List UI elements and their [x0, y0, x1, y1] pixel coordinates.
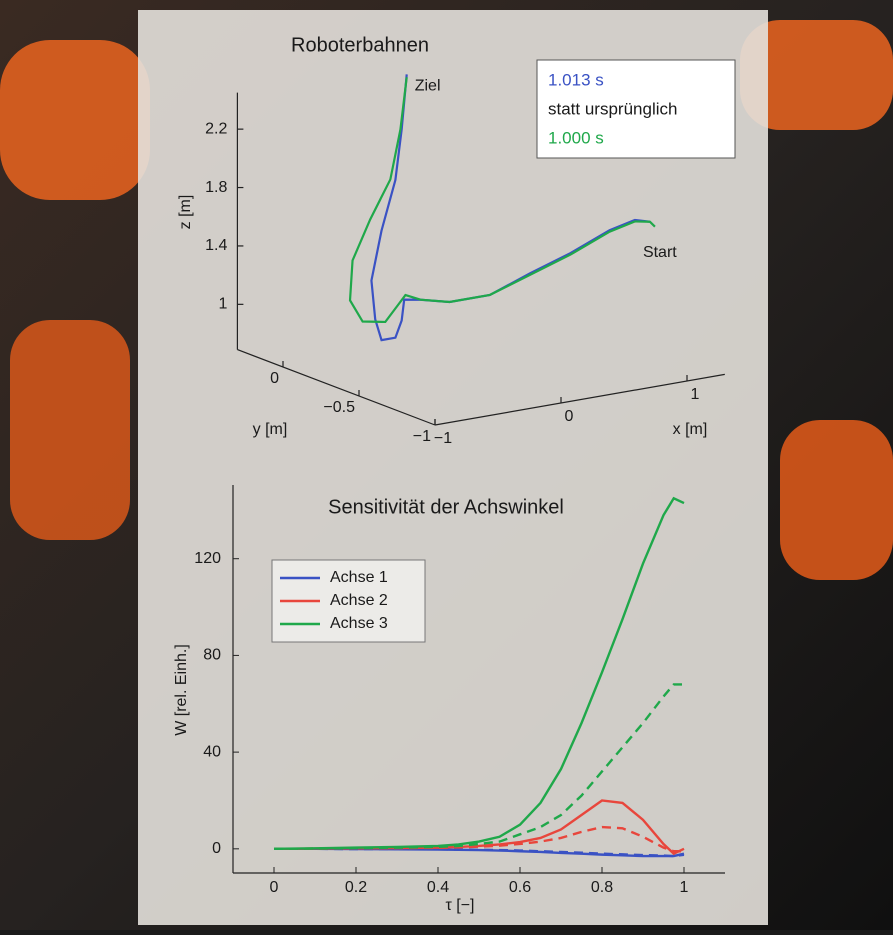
y-tick-label: 0: [212, 840, 221, 857]
y-tick-label: −1: [413, 428, 431, 445]
x-tick-label: 0.4: [427, 879, 449, 896]
x-tick-label: 0: [270, 879, 279, 896]
legend-label: 1.013 s: [548, 70, 604, 89]
robot-arm: [0, 40, 150, 200]
annotation: Ziel: [415, 78, 441, 95]
robot-arm: [780, 420, 893, 580]
figure: Roboterbahnen z [m] y [m] x [m] statt ur…: [0, 0, 893, 930]
page: {"chart_data": [ {"type": "line3d", "tit…: [0, 0, 893, 930]
z-tick-label: 1.8: [205, 179, 227, 196]
legend-label: Achse 2: [330, 592, 388, 609]
legend-label: Achse 1: [330, 569, 388, 586]
x-tick-label: 1: [680, 879, 689, 896]
legend-note: statt ursprünglich: [548, 99, 677, 118]
x-tick-label: −1: [434, 430, 452, 447]
x-tick-label: 0.8: [591, 879, 613, 896]
x-tick-label: 1: [691, 386, 700, 403]
legend-label: 1.000 s: [548, 128, 604, 147]
z-tick-label: 1.4: [205, 237, 227, 254]
x-tick-label: 0.2: [345, 879, 367, 896]
y-axis-label: W [rel. Einh.]: [173, 644, 190, 736]
robot-arm: [10, 320, 130, 540]
x-tick-label: 0: [565, 408, 574, 425]
y-axis-label: y [m]: [253, 421, 288, 438]
z-axis-label: z [m]: [177, 195, 194, 230]
y-tick-label: 80: [203, 647, 221, 664]
y-tick-label: −0.5: [323, 399, 355, 416]
z-tick-label: 1: [218, 296, 227, 313]
chart-title: Roboterbahnen: [291, 34, 429, 56]
annotation: Start: [643, 244, 677, 261]
z-tick-label: 2.2: [205, 120, 227, 137]
x-axis-label: x [m]: [673, 421, 708, 438]
y-tick-label: 120: [194, 550, 221, 567]
y-tick-label: 0: [270, 370, 279, 387]
chart-title: Sensitivität der Achswinkel: [328, 496, 564, 518]
legend-label: Achse 3: [330, 615, 388, 632]
x-axis-label: τ [−]: [446, 897, 475, 914]
x-tick-label: 0.6: [509, 879, 531, 896]
y-tick-label: 40: [203, 743, 221, 760]
